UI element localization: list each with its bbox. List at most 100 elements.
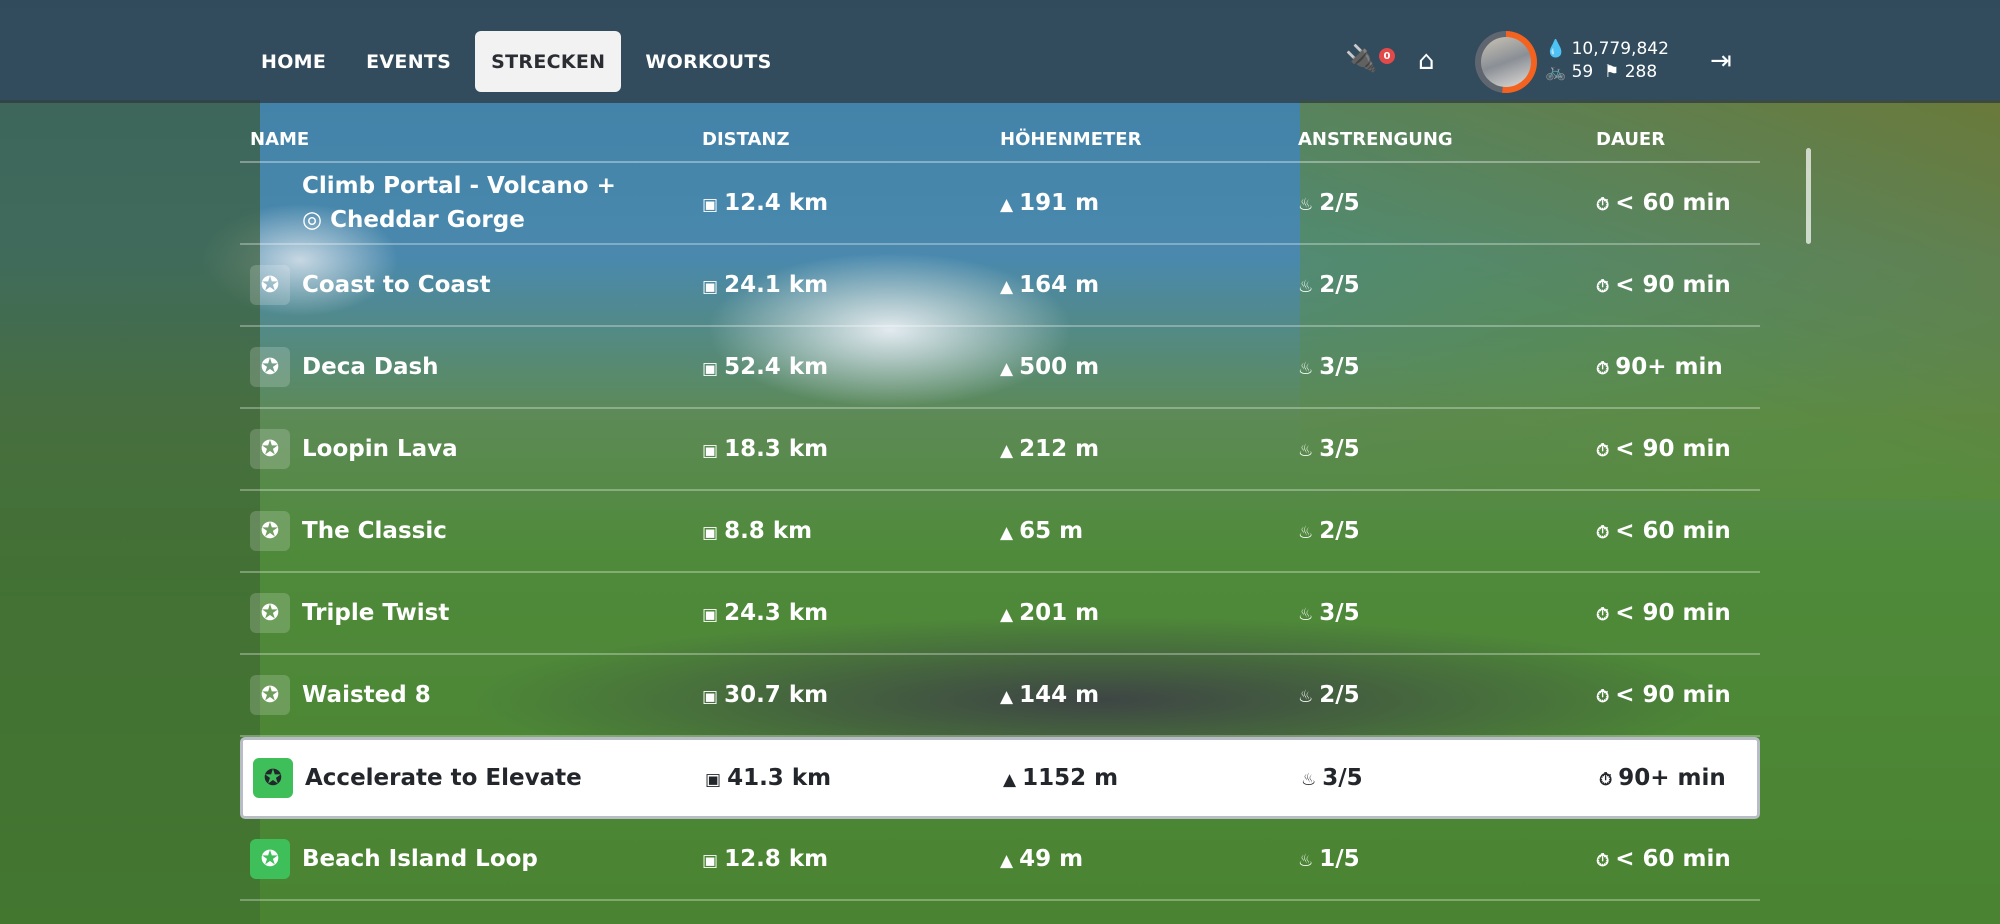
stopwatch-icon: ⏱ xyxy=(1596,195,1610,215)
flag-icon: ⚑ xyxy=(1604,62,1620,82)
table-row[interactable]: ✪ Accelerate to Elevate ▣ 41.3 km ▲ 1152 m … xyxy=(240,737,1760,819)
distance: 18.3 km xyxy=(724,436,829,462)
distance-icon: ▣ xyxy=(702,195,719,215)
distance: 30.7 km xyxy=(724,682,829,708)
stopwatch-icon: ⏱ xyxy=(1596,277,1610,297)
table-row[interactable]: ✪ Loopin Lava ▣ 18.3 km ▲ 212 m ♨ 3/5 ⏱ < 90 … xyxy=(240,409,1760,491)
mountain-icon: ▲ xyxy=(1000,523,1014,543)
notification-badge: 0 xyxy=(1379,48,1395,64)
route-badge-icon: ✪ xyxy=(250,839,290,879)
main-nav: HOME EVENTS STRECKEN WORKOUTS xyxy=(245,31,788,92)
elevation: 201 m xyxy=(1019,600,1100,626)
route-name: Beach Island Loop xyxy=(302,846,538,872)
mountain-icon: ▲ xyxy=(1003,770,1017,790)
table-row[interactable]: ✪ Deca Dash ▣ 52.4 km ▲ 500 m ♨ 3/5 ⏱ 90+ min xyxy=(240,327,1760,409)
effort: 2/5 xyxy=(1319,682,1360,708)
avatar[interactable] xyxy=(1475,31,1537,93)
tab-events[interactable]: EVENTS xyxy=(366,50,452,73)
distance-icon: ▣ xyxy=(702,605,719,625)
table-row[interactable]: Climb Portal - Volcano + ◎ Cheddar Gorge … xyxy=(240,163,1760,245)
effort-flame-icon: ♨ xyxy=(1298,277,1314,297)
effort-flame-icon: ♨ xyxy=(1298,441,1314,461)
table-row[interactable]: ✪ Beach Island Loop ▣ 12.8 km ▲ 49 m ♨ 1/5 ⏱… xyxy=(240,819,1760,901)
stopwatch-icon: ⏱ xyxy=(1596,441,1610,461)
tab-strecken[interactable]: STRECKEN xyxy=(475,31,622,92)
route-badge-icon: ✪ xyxy=(250,511,290,551)
achievements-count: 288 xyxy=(1624,62,1658,82)
mountain-icon: ▲ xyxy=(1000,605,1014,625)
mountain-icon: ▲ xyxy=(1000,851,1014,871)
effort-flame-icon: ♨ xyxy=(1298,359,1314,379)
level: 59 xyxy=(1571,62,1594,82)
route-badge-icon: ✪ xyxy=(250,265,290,305)
drop-icon: 💧 xyxy=(1545,39,1567,59)
col-effort[interactable]: ANSTRENGUNG xyxy=(1298,129,1453,150)
elevation: 1152 m xyxy=(1022,765,1119,791)
stopwatch-icon: ⏱ xyxy=(1596,523,1610,543)
scrollbar[interactable] xyxy=(1806,148,1811,244)
col-duration[interactable]: DAUER xyxy=(1596,129,1666,150)
table-row[interactable]: ✪ The Classic ▣ 8.8 km ▲ 65 m ♨ 2/5 ⏱ < 60 mi… xyxy=(240,491,1760,573)
effort-flame-icon: ♨ xyxy=(1298,523,1314,543)
route-name: Coast to Coast xyxy=(302,272,491,298)
garage-icon[interactable]: ⌂ xyxy=(1418,46,1435,76)
route-name: Deca Dash xyxy=(302,354,439,380)
route-badge-icon: ✪ xyxy=(253,758,293,798)
col-elevation[interactable]: HÖHENMETER xyxy=(1000,129,1142,150)
duration: 90+ min xyxy=(1618,765,1726,791)
distance-icon: ▣ xyxy=(705,770,722,790)
col-distance[interactable]: DISTANZ xyxy=(702,129,790,150)
distance: 12.8 km xyxy=(724,846,829,872)
distance: 12.4 km xyxy=(724,190,829,216)
distance: 41.3 km xyxy=(727,765,832,791)
route-badge-icon: ✪ xyxy=(250,593,290,633)
route-name: Waisted 8 xyxy=(302,682,431,708)
col-name[interactable]: NAME xyxy=(250,129,310,150)
duration: < 60 min xyxy=(1615,518,1731,544)
mountain-icon: ▲ xyxy=(1000,359,1014,379)
mountain-icon: ▲ xyxy=(1000,277,1014,297)
stopwatch-icon: ⏱ xyxy=(1596,605,1610,625)
distance: 24.1 km xyxy=(724,272,829,298)
table-row[interactable]: ✪ Triple Twist ▣ 24.3 km ▲ 201 m ♨ 3/5 ⏱ < 90… xyxy=(240,573,1760,655)
effort: 1/5 xyxy=(1319,846,1360,872)
table-row[interactable]: ✪ Coast to Coast ▣ 24.1 km ▲ 164 m ♨ 2/5 ⏱ < … xyxy=(240,245,1760,327)
effort-flame-icon: ♨ xyxy=(1298,605,1314,625)
effort: 2/5 xyxy=(1319,272,1360,298)
user-stats: 💧 10,779,842 🚲 59 ⚑ 288 xyxy=(1545,38,1669,84)
duration: < 90 min xyxy=(1615,600,1731,626)
distance-icon: ▣ xyxy=(702,441,719,461)
distance-icon: ▣ xyxy=(702,359,719,379)
elevation: 191 m xyxy=(1019,190,1100,216)
route-name: The Classic xyxy=(302,518,447,544)
duration: < 90 min xyxy=(1615,436,1731,462)
tab-workouts[interactable]: WORKOUTS xyxy=(645,50,772,73)
effort-flame-icon: ♨ xyxy=(1298,851,1314,871)
elevation: 164 m xyxy=(1019,272,1100,298)
badge-placeholder xyxy=(250,183,290,223)
routes-table: NAME DISTANZ HÖHENMETER ANSTRENGUNG DAUE… xyxy=(240,118,1760,901)
route-badge-icon: ✪ xyxy=(250,347,290,387)
exit-icon[interactable]: ⇥ xyxy=(1710,46,1732,76)
elevation: 49 m xyxy=(1019,846,1084,872)
table-row[interactable]: ✪ Waisted 8 ▣ 30.7 km ▲ 144 m ♨ 2/5 ⏱ < 90 mi… xyxy=(240,655,1760,737)
route-name: Accelerate to Elevate xyxy=(305,765,582,791)
distance: 52.4 km xyxy=(724,354,829,380)
route-name: Loopin Lava xyxy=(302,436,458,462)
distance-icon: ▣ xyxy=(702,687,719,707)
bike-icon: 🚲 xyxy=(1545,62,1567,82)
mountain-icon: ▲ xyxy=(1000,195,1014,215)
effort: 3/5 xyxy=(1319,354,1360,380)
tab-home[interactable]: HOME xyxy=(261,50,327,73)
stopwatch-icon: ⏱ xyxy=(1596,851,1610,871)
route-name-line2: Cheddar Gorge xyxy=(330,207,525,233)
top-bar: HOME EVENTS STRECKEN WORKOUTS 🔌 0 ⌂ 💧 10,… xyxy=(0,0,2000,103)
distance-icon: ▣ xyxy=(702,851,719,871)
effort: 3/5 xyxy=(1322,765,1363,791)
mountain-icon: ▲ xyxy=(1000,441,1014,461)
drops-count: 10,779,842 xyxy=(1571,39,1669,59)
table-header: NAME DISTANZ HÖHENMETER ANSTRENGUNG DAUE… xyxy=(240,118,1760,163)
pairing-icon[interactable]: 🔌 0 xyxy=(1345,44,1395,74)
distance: 8.8 km xyxy=(724,518,813,544)
route-name: Triple Twist xyxy=(302,600,450,626)
